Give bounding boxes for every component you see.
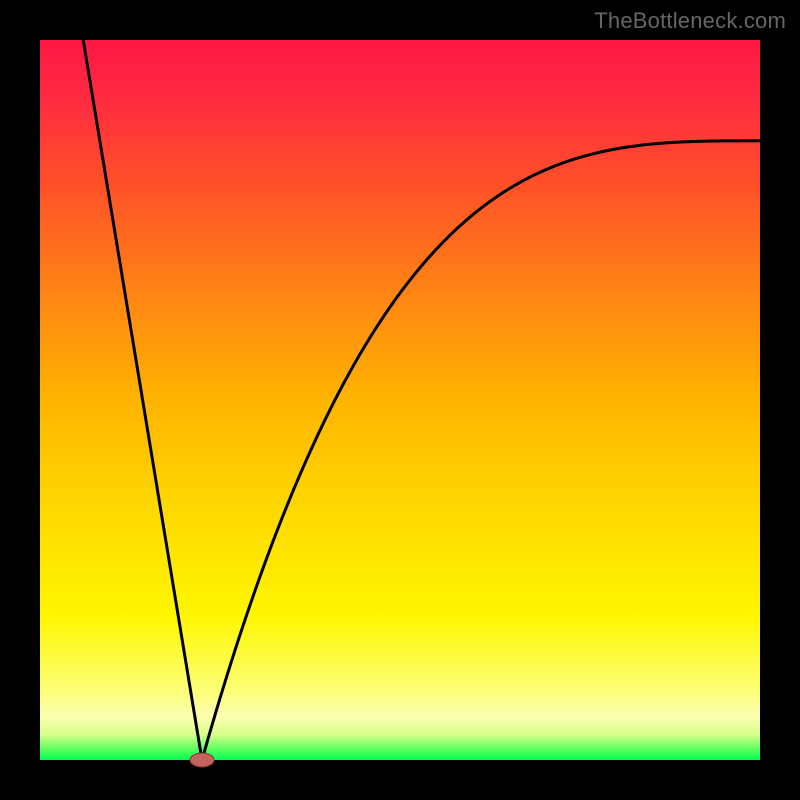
bottleneck-chart-svg [0,0,800,800]
gradient-plot-area [40,40,760,760]
minimum-marker [190,753,214,767]
watermark-text: TheBottleneck.com [594,8,786,34]
chart-container: TheBottleneck.com [0,0,800,800]
